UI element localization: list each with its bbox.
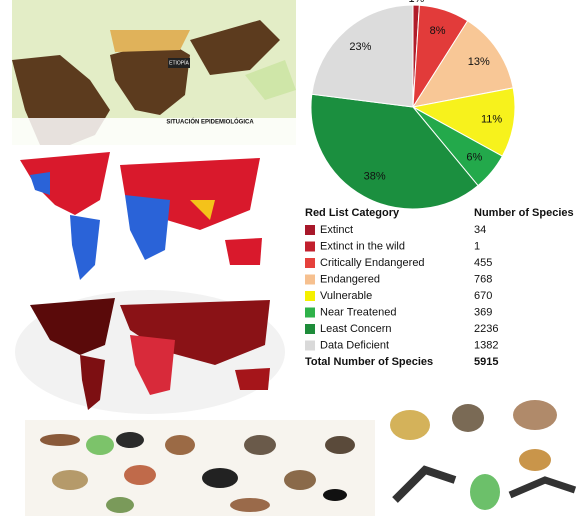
pie-label: 38%: [364, 171, 386, 183]
legend-swatch: [305, 241, 315, 252]
category-name: Least Concern: [320, 323, 392, 335]
legend-swatch: [305, 340, 315, 351]
pie-label: 11%: [481, 113, 502, 125]
category-name: Extinct in the wild: [320, 240, 405, 252]
category-name: Critically Endangered: [320, 257, 425, 269]
category-name: Extinct: [320, 224, 353, 236]
legend-swatch: [305, 307, 315, 318]
species-count: 455: [474, 257, 492, 269]
species-count: 768: [474, 273, 492, 285]
pie-slice: [411, 20, 514, 108]
pie-slice: [311, 4, 414, 108]
pie-label: 6%: [466, 152, 482, 164]
total-label: Total Number of Species: [305, 356, 433, 368]
map-world-coverage: [20, 152, 262, 280]
category-name: Near Treatened: [320, 306, 396, 318]
legend-table: Red List Category Number of Species Extinc…: [305, 207, 574, 368]
category-name: Data Deficient: [320, 339, 389, 351]
category-name: Vulnerable: [320, 290, 372, 302]
total-count: 5915: [474, 356, 498, 368]
pie-slice: [310, 93, 479, 210]
pie-slice: [411, 87, 516, 157]
species-count: 34: [474, 224, 486, 236]
pie-label: 13%: [468, 56, 490, 68]
pie-label: 1%: [408, 0, 424, 5]
table-header: Number of Species: [474, 207, 574, 219]
pie-label: 23%: [349, 41, 371, 53]
pie-chart: 1% 8% 13% 11% 6% 38% 23%: [310, 0, 516, 210]
legend-swatch: [305, 225, 315, 235]
species-count: 1382: [474, 339, 498, 351]
map-world-shaded: [15, 290, 285, 414]
legend-swatch: [305, 291, 315, 301]
species-count: 670: [474, 290, 492, 302]
map-label: ETIOPÍA: [169, 59, 189, 66]
species-count: 369: [474, 306, 492, 318]
legend-swatch: [305, 258, 315, 268]
animal-photos: [25, 395, 580, 516]
legend-swatch: [305, 274, 315, 285]
table-header: Red List Category: [305, 207, 400, 219]
species-count: 2236: [474, 323, 498, 335]
species-count: 1: [474, 240, 480, 252]
map-title: SITUACIÓN EPIDEMIOLÓGICA: [166, 118, 254, 126]
pie-label: 8%: [430, 25, 446, 37]
map-epidemiology: SITUACIÓN EPIDEMIOLÓGICA ETIOPÍA: [12, 0, 296, 145]
category-name: Endangered: [320, 273, 380, 285]
legend-swatch: [305, 324, 315, 334]
